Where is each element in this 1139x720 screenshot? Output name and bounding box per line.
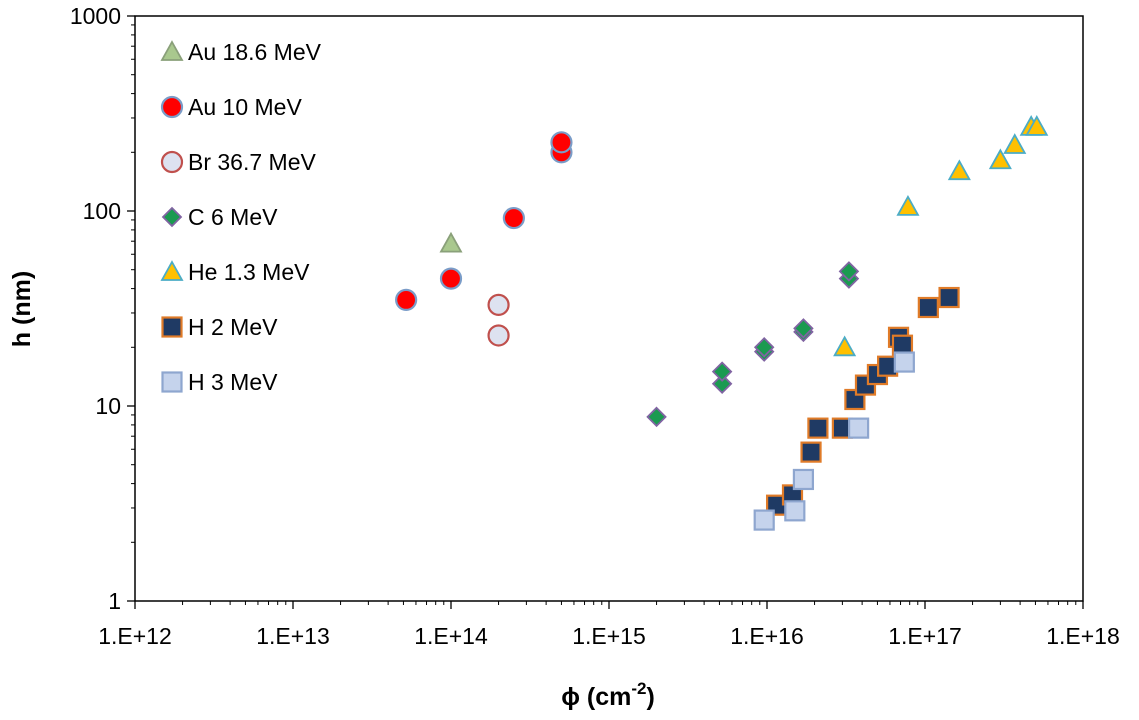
legend-label: Au 18.6 MeV — [188, 39, 322, 65]
data-point — [848, 417, 870, 439]
legend-marker — [160, 150, 184, 174]
legend-item-au-18-6-mev: Au 18.6 MeV — [160, 39, 322, 65]
data-point — [646, 406, 667, 428]
legend-label: H 2 MeV — [188, 314, 278, 340]
data-point — [753, 509, 775, 531]
data-point — [395, 288, 418, 312]
data-point — [938, 286, 960, 309]
legend-marker — [160, 95, 184, 119]
data-point — [753, 337, 775, 358]
x-tick-label: 1.E+17 — [888, 623, 962, 649]
x-axis-title-main: ϕ (cm — [561, 683, 631, 711]
data-point — [800, 441, 822, 463]
data-point — [896, 195, 920, 216]
legend-label: H 3 MeV — [188, 369, 278, 395]
axes: 1 10 100 1000 1.E+12 1.E+13 1.E+14 1.E+15 1.E+16… — [70, 3, 1120, 649]
legend-label: Br 36.7 MeV — [188, 149, 316, 175]
data-point — [833, 335, 857, 357]
legend-label: He 1.3 MeV — [188, 259, 310, 285]
data-points — [395, 115, 1049, 531]
data-point — [947, 159, 971, 181]
data-point — [792, 468, 815, 491]
legend-marker — [161, 316, 183, 338]
legend-item-au-10-mev: Au 10 MeV — [160, 94, 302, 120]
series-h-2-mev — [765, 286, 960, 516]
x-axis-title: ϕ (cm-2) — [561, 679, 655, 711]
data-point — [711, 373, 733, 395]
series-br-36-7-mev — [487, 293, 510, 347]
x-tick-label: 1.E+12 — [98, 623, 172, 649]
data-point — [1025, 115, 1049, 136]
data-point — [487, 324, 510, 347]
x-axis-title-superscript: -2 — [631, 679, 646, 698]
legend-marker — [161, 371, 183, 393]
series-au-10-mev — [395, 131, 573, 312]
legend-item-br-36-7-mev: Br 36.7 MeV — [160, 149, 316, 175]
series-h-3-mev — [753, 351, 915, 531]
y-tick-label: 10 — [95, 393, 121, 419]
y-tick-label: 1 — [108, 588, 121, 614]
y-axis-title: h (nm) — [8, 271, 36, 347]
y-tick-label: 100 — [83, 198, 121, 224]
x-tick-label: 1.E+15 — [572, 623, 646, 649]
data-point — [439, 267, 463, 290]
data-point — [793, 318, 814, 339]
data-point — [711, 361, 733, 382]
legend-item-h-2-mev: H 2 MeV — [161, 314, 278, 340]
data-point — [550, 131, 573, 154]
legend-marker — [160, 40, 184, 61]
legend-marker — [161, 206, 183, 228]
x-axis-title-end: ) — [646, 683, 654, 711]
legend: Au 18.6 MeV Au 10 MeV Br 36.7 MeV C 6 MeV He… — [160, 39, 322, 395]
series-au-18-6-mev — [439, 231, 463, 253]
legend-item-he-1-3-mev: He 1.3 MeV — [160, 259, 310, 285]
legend-label: C 6 MeV — [188, 204, 278, 230]
data-point — [784, 500, 806, 522]
x-tick-label: 1.E+13 — [256, 623, 330, 649]
data-point — [917, 296, 939, 319]
legend-marker — [160, 260, 184, 281]
x-tick-label: 1.E+16 — [730, 623, 804, 649]
data-point — [988, 148, 1012, 170]
data-point — [893, 351, 915, 373]
legend-item-c-6-mev: C 6 MeV — [161, 204, 278, 230]
data-point — [439, 231, 463, 253]
legend-label: Au 10 MeV — [188, 94, 302, 120]
y-tick-label: 1000 — [70, 3, 121, 29]
x-tick-label: 1.E+18 — [1046, 623, 1120, 649]
data-point — [502, 206, 525, 230]
data-point — [838, 261, 860, 282]
series-he-1-3-mev — [833, 115, 1049, 357]
x-tick-label: 1.E+14 — [414, 623, 488, 649]
series-c-6-mev — [646, 261, 860, 428]
data-point — [487, 293, 510, 316]
data-point — [1003, 133, 1027, 154]
legend-item-h-3-mev: H 3 MeV — [161, 369, 278, 395]
data-point — [807, 417, 829, 439]
